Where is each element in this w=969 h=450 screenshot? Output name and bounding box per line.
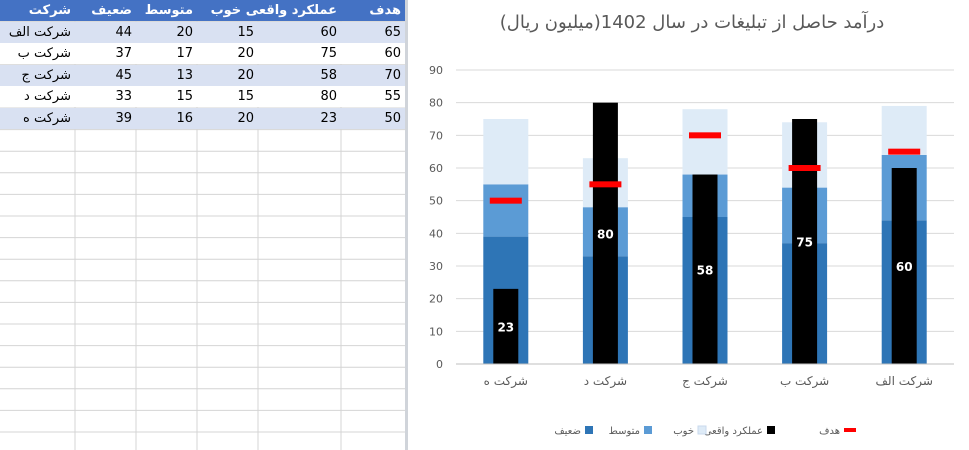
table-cell[interactable]: 20	[197, 43, 258, 65]
legend-swatch	[644, 426, 652, 434]
bar-actual	[891, 168, 917, 364]
table-cell[interactable]: 20	[197, 108, 258, 129]
legend-swatch	[697, 425, 707, 435]
table-cell[interactable]: شرکت ه	[0, 108, 75, 129]
table-cell[interactable]: 37	[75, 43, 136, 65]
legend-swatch	[844, 428, 856, 432]
table-cell[interactable]: 44	[75, 21, 136, 43]
bar-actual	[493, 288, 519, 364]
table-cell[interactable]: 80	[258, 86, 341, 108]
y-tick-label: 40	[429, 227, 443, 240]
legend-label: عملکرد واقعی	[704, 426, 763, 437]
spreadsheet: هدف عملکرد واقعی خوب متوسط ضعیف شرکت 65 60 15 20…	[0, 0, 406, 450]
legend-label: هدف	[819, 426, 840, 437]
data-label: 80	[597, 227, 614, 241]
target-marker	[689, 132, 721, 139]
legend-label: متوسط	[609, 426, 640, 437]
legend-label: خوب	[673, 426, 694, 437]
y-tick-label: 70	[429, 129, 443, 142]
legend-entry[interactable]: خوب	[673, 425, 707, 437]
table-header-cell: هدف	[341, 0, 405, 21]
y-tick-label: 0	[436, 358, 443, 371]
y-tick-label: 30	[429, 260, 443, 273]
legend-label: ضعیف	[554, 426, 581, 437]
x-tick-label: شرکت ب	[780, 374, 829, 389]
table-cell[interactable]: 17	[136, 43, 197, 65]
legend-swatch	[585, 426, 593, 434]
data-label: 60	[896, 260, 913, 274]
y-tick-label: 90	[429, 64, 443, 77]
table-cell[interactable]: 45	[75, 64, 136, 86]
y-tick-label: 10	[429, 325, 443, 338]
target-marker	[489, 197, 522, 204]
x-tick-label: شرکت ه	[484, 374, 528, 389]
table-cell[interactable]: شرکت الف	[0, 21, 75, 43]
x-tick-label: شرکت الف	[875, 374, 932, 389]
bar-good	[483, 119, 529, 185]
table-header-cell: ضعیف	[75, 0, 136, 21]
bar-good	[881, 105, 927, 155]
y-tick-label: 50	[429, 195, 443, 208]
table-cell[interactable]: 75	[258, 43, 341, 65]
data-label: 75	[796, 236, 813, 250]
table-header-cell: متوسط	[136, 0, 197, 21]
legend-entry[interactable]: هدف	[819, 426, 856, 437]
table-cell[interactable]: 23	[258, 108, 341, 129]
legend-entry[interactable]: ضعیف	[554, 426, 593, 437]
legend-swatch	[767, 426, 775, 434]
table-cell[interactable]: 58	[258, 64, 341, 86]
table-cell[interactable]: 55	[341, 86, 405, 108]
bullet-chart: درآمد حاصل از تبلیغات در سال 1402(میلیون…	[429, 10, 954, 437]
chart-legend: هدف عملکرد واقعی خوب متوسط ضعیف	[554, 425, 856, 437]
target-marker	[788, 165, 821, 171]
target-marker	[589, 181, 622, 188]
chart-title: درآمد حاصل از تبلیغات در سال 1402(میلیون…	[500, 10, 884, 33]
table-cell[interactable]: 13	[136, 64, 197, 86]
table-cell[interactable]: 70	[341, 64, 405, 86]
data-label: 23	[497, 320, 514, 334]
bar-actual	[792, 119, 818, 364]
table-cell[interactable]: 15	[136, 86, 197, 108]
table-cell[interactable]: 15	[197, 86, 258, 108]
table-cell[interactable]: شرکت د	[0, 86, 75, 108]
y-tick-label: 60	[429, 162, 443, 175]
bar-actual	[592, 102, 618, 365]
table-header-cell: شرکت	[0, 0, 75, 21]
table-cell[interactable]: 15	[197, 21, 258, 43]
target-marker	[888, 148, 921, 155]
y-tick-label: 80	[429, 97, 443, 110]
x-tick-label: شرکت د	[584, 374, 627, 389]
legend-entry[interactable]: متوسط	[609, 426, 652, 437]
table-cell[interactable]: 16	[136, 108, 197, 129]
table-cell[interactable]: 20	[197, 64, 258, 86]
legend-entry[interactable]: عملکرد واقعی	[704, 426, 775, 437]
data-label: 58	[697, 263, 714, 277]
table-cell[interactable]: 33	[75, 86, 136, 108]
plot-area: 0 10 20 30 40 50 60 70 80 90 60 شرکت الف 75 شرکت ب 58 ش…	[429, 64, 954, 389]
table-cell[interactable]: 50	[341, 108, 405, 129]
table-cell[interactable]: 60	[341, 43, 405, 65]
table-cell[interactable]: شرکت ج	[0, 64, 75, 86]
table-cell[interactable]: 39	[75, 108, 136, 129]
bar-medium	[483, 184, 529, 237]
sheet-gridlines	[0, 0, 406, 450]
bar-actual	[692, 174, 718, 364]
table-cell[interactable]: 20	[136, 21, 197, 43]
y-tick-label: 20	[429, 293, 443, 306]
table-cell[interactable]: 65	[341, 21, 405, 43]
pane-divider	[405, 0, 408, 450]
table-cell[interactable]: 60	[258, 21, 341, 43]
bar-good	[682, 109, 728, 175]
table-cell[interactable]: شرکت ب	[0, 43, 75, 65]
x-tick-label: شرکت ج	[682, 374, 728, 389]
table-header-cell: عملکرد واقعی خوب	[197, 0, 341, 21]
